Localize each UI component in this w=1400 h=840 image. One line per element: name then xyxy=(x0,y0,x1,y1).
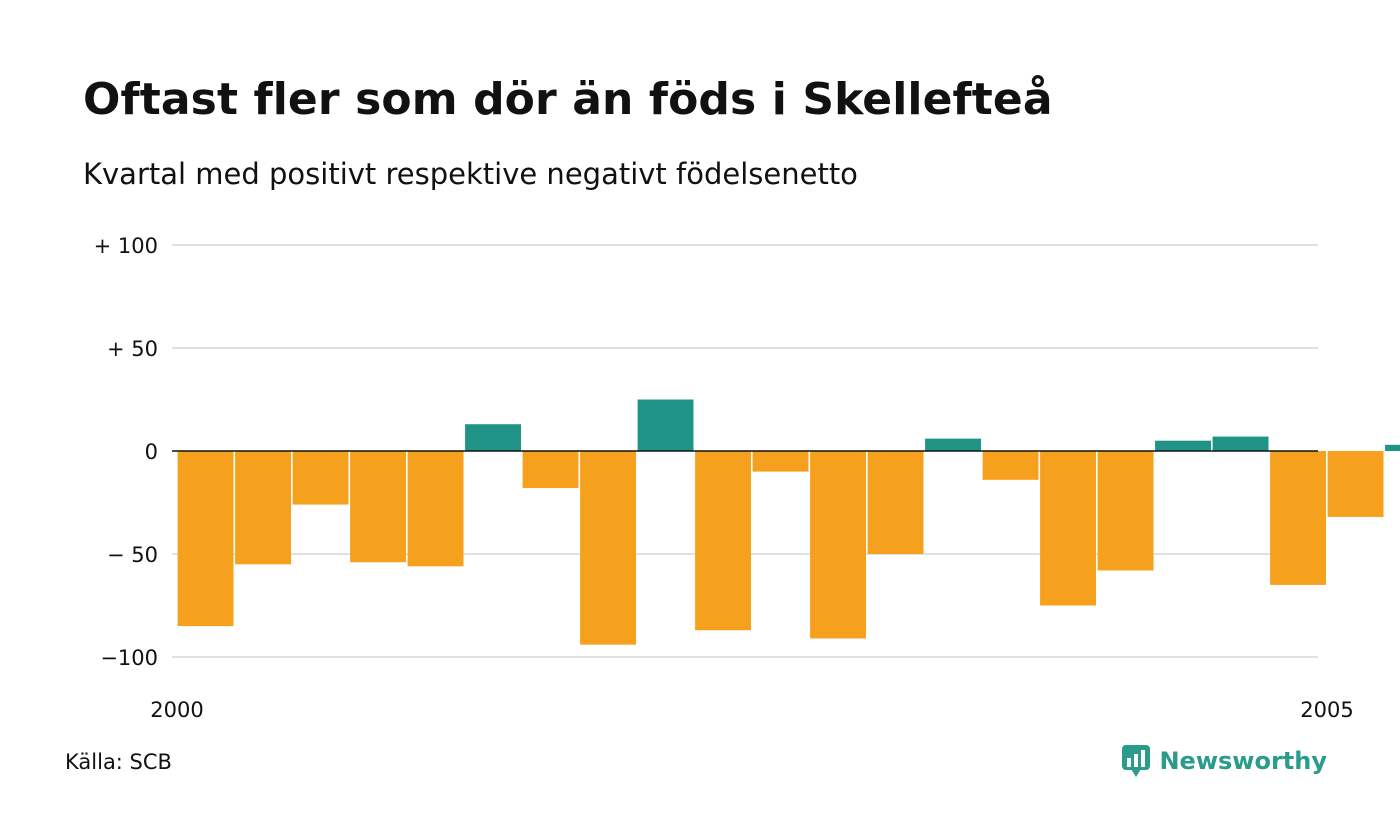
bar xyxy=(292,451,349,505)
bar xyxy=(235,451,291,565)
bar xyxy=(810,451,866,639)
bar xyxy=(1212,436,1269,451)
y-tick-label: + 100 xyxy=(94,234,158,258)
chart-subtitle: Kvartal med positivt respektive negativt… xyxy=(83,157,858,191)
bar xyxy=(465,424,521,451)
y-tick-label: −100 xyxy=(100,646,158,670)
bar xyxy=(177,451,234,627)
bar xyxy=(637,399,694,451)
y-tick-label: + 50 xyxy=(107,337,158,361)
bar xyxy=(982,451,1039,480)
bar xyxy=(925,438,981,451)
x-tick-label: 2005 xyxy=(1300,698,1353,722)
bar xyxy=(1155,440,1211,451)
y-tick-label: − 50 xyxy=(107,543,158,567)
brand-name: Newsworthy xyxy=(1159,747,1327,775)
bars xyxy=(177,399,1400,645)
chart-title: Oftast fler som dör än föds i Skellefteå xyxy=(83,74,1053,125)
bar xyxy=(1327,451,1384,517)
bar xyxy=(1097,451,1154,571)
x-axis-labels: 20002005201020152020 xyxy=(150,698,1353,722)
bar xyxy=(407,451,464,567)
y-axis-labels: + 100 + 50 0 − 50 −100 xyxy=(94,234,158,670)
bar xyxy=(867,451,924,554)
newsworthy-icon xyxy=(1122,745,1151,777)
source-note: Källa: SCB xyxy=(65,750,172,774)
bar xyxy=(1385,444,1400,451)
newsworthy-logo: Newsworthy xyxy=(1121,744,1327,778)
y-tick-label: 0 xyxy=(145,440,158,464)
bar xyxy=(752,451,809,472)
bar xyxy=(1040,451,1096,606)
bar xyxy=(580,451,636,645)
bar xyxy=(522,451,579,489)
bar xyxy=(1270,451,1326,585)
x-tick-label: 2000 xyxy=(150,698,203,722)
bar xyxy=(350,451,406,563)
bar xyxy=(695,451,751,631)
